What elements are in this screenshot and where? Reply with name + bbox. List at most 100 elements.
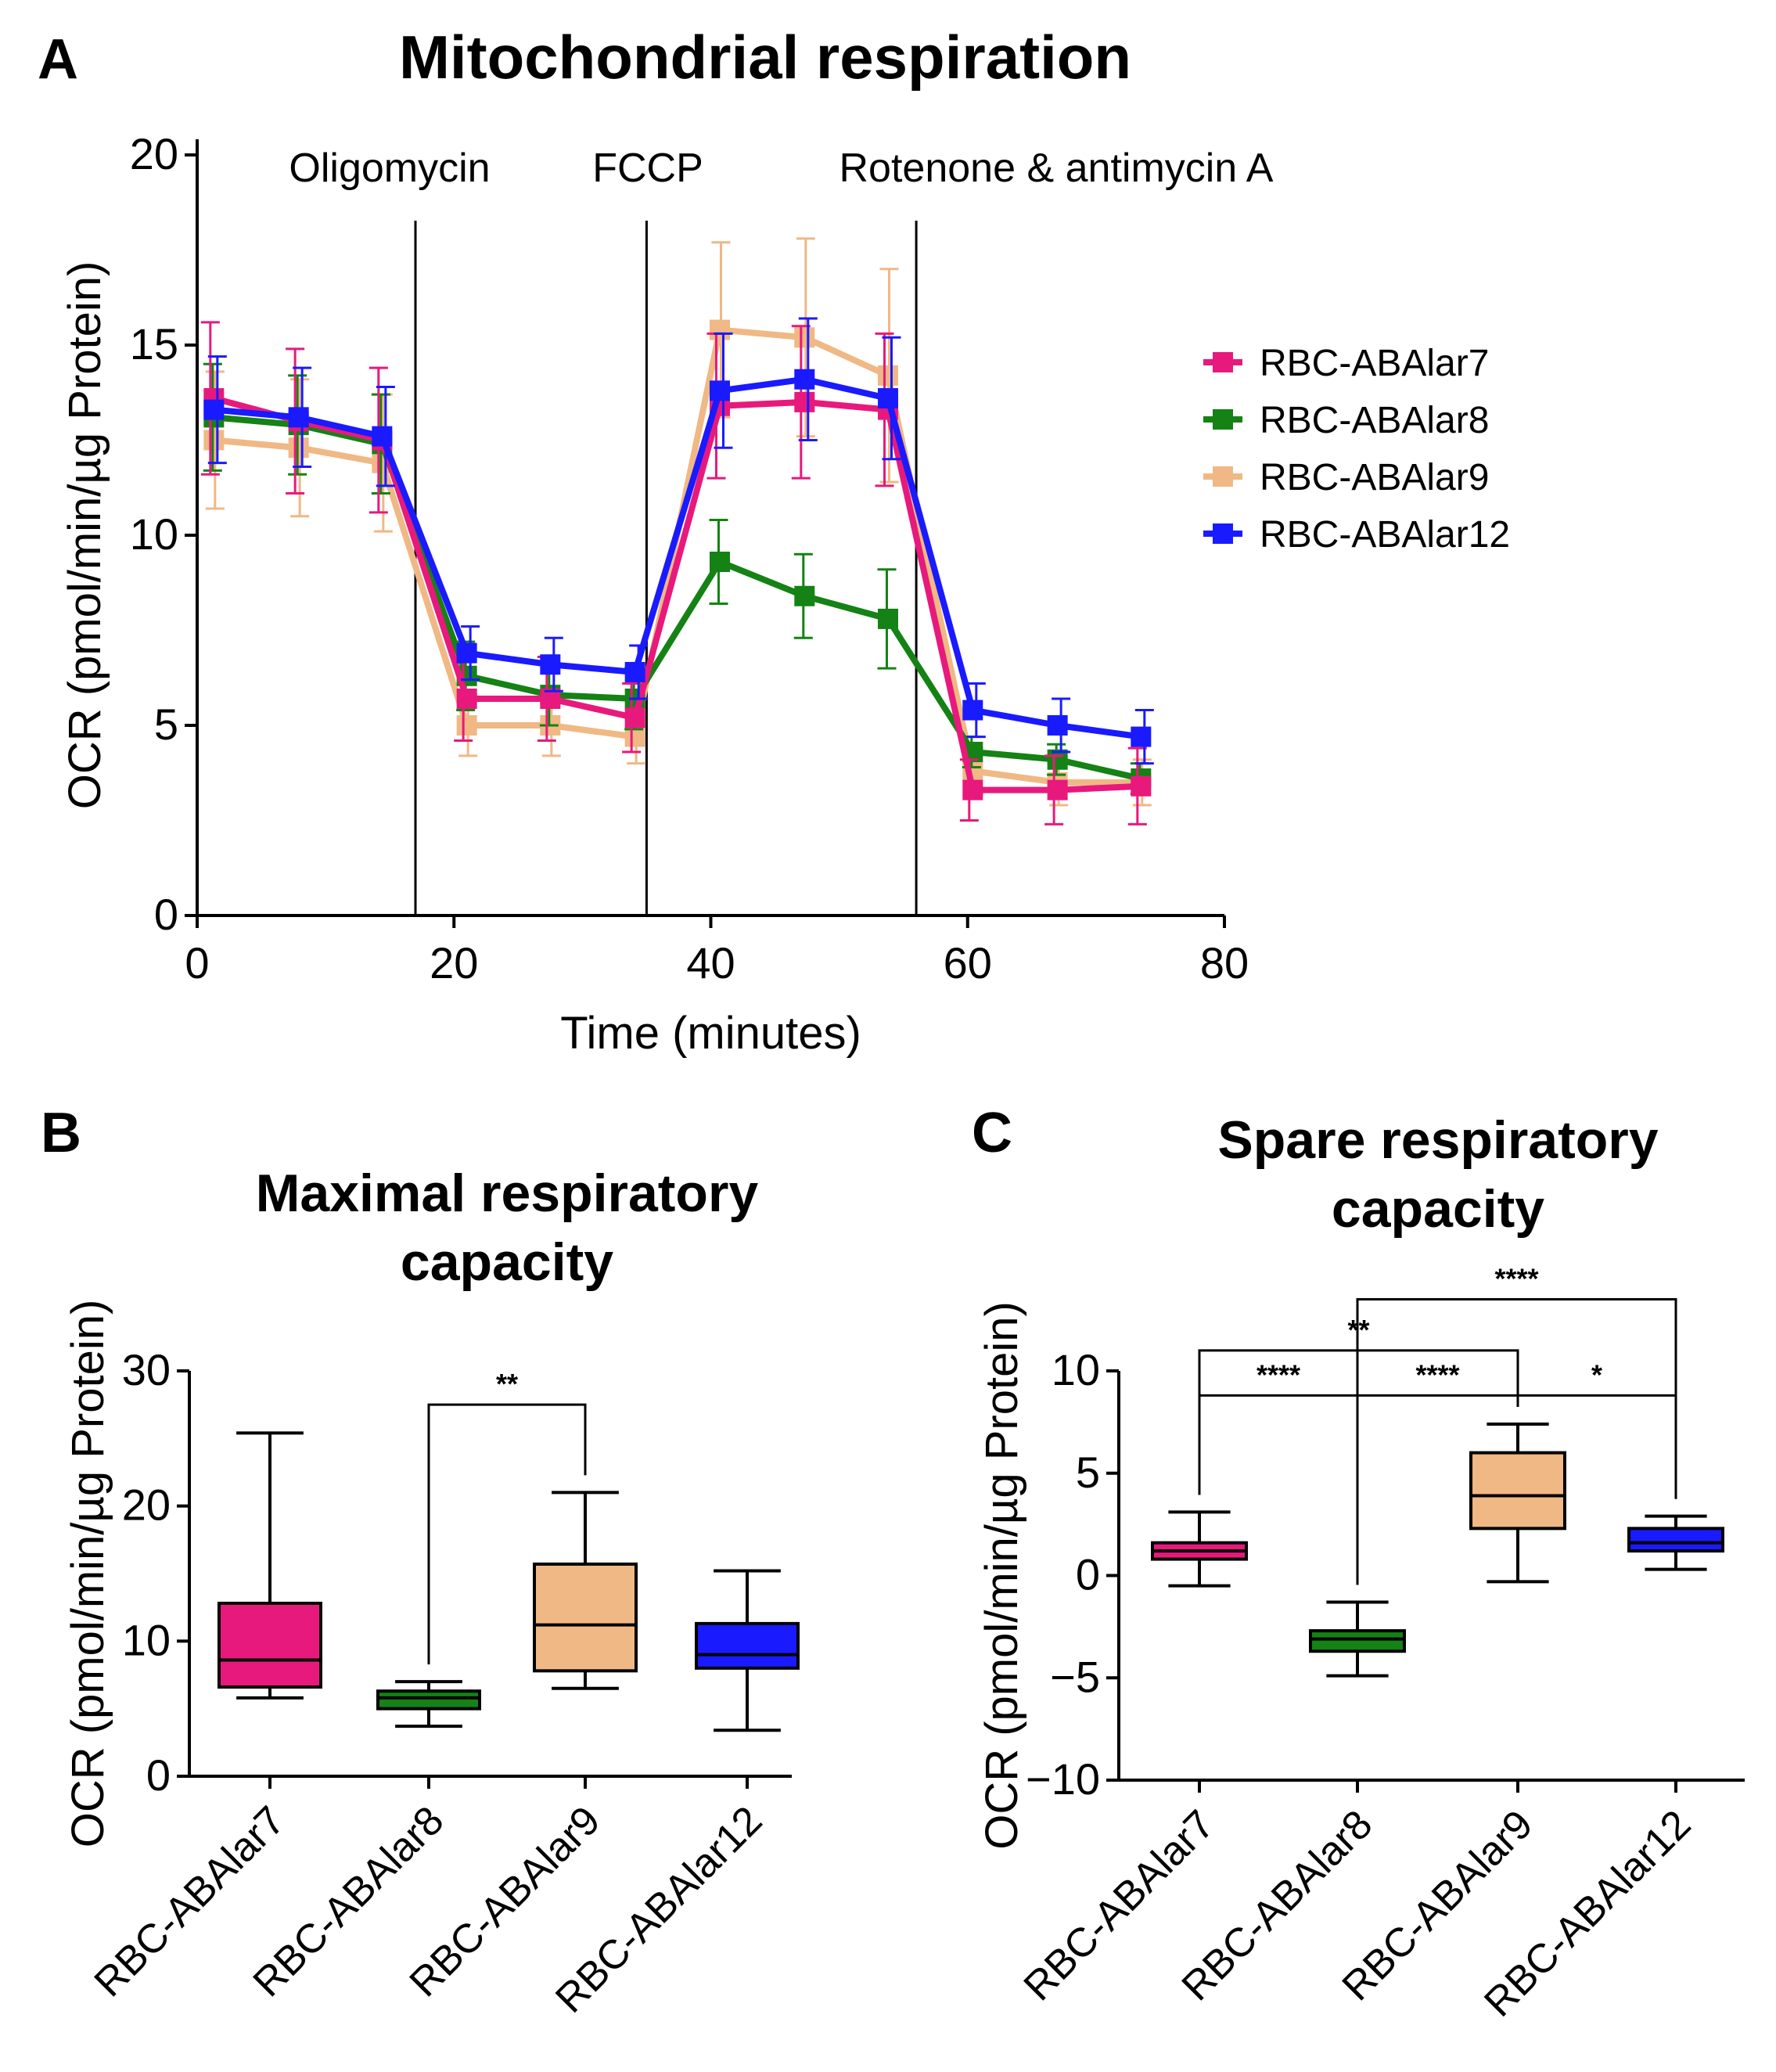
- box-rbc-abalar9: [533, 1491, 638, 1690]
- data-point: [540, 654, 561, 675]
- data-point: [288, 407, 309, 428]
- legend-label: RBC-ABAlar7: [1260, 343, 1489, 384]
- series-line: [213, 414, 1142, 782]
- box-iqr: [1627, 1527, 1724, 1553]
- box-iqr: [1309, 1629, 1406, 1653]
- y-tick-label: 10: [1052, 1345, 1100, 1394]
- legend-label: RBC-ABAlar8: [1260, 400, 1489, 441]
- panel-a: A Mitochondrial respiration 0 5 10 15 20 0 20 40 6…: [38, 23, 1510, 1059]
- y-tick-label-a: 10: [130, 509, 178, 559]
- y-tick-label: 10: [122, 1615, 171, 1664]
- y-tick-label: −5: [1050, 1652, 1100, 1701]
- significance-label: ****: [1257, 1358, 1300, 1390]
- legend-marker: [1213, 466, 1233, 487]
- chart-title-line: capacity: [401, 1232, 613, 1292]
- data-point: [877, 365, 898, 386]
- y-tick-label: 20: [122, 1480, 171, 1530]
- panel-c: C Spare respiratory capacity −10 −5 0 5 10 OCR (…: [972, 1102, 1745, 2026]
- data-point: [1131, 726, 1152, 747]
- y-tick-label-a: 20: [130, 129, 178, 178]
- x-tick-label-a: 60: [944, 938, 992, 987]
- box-rbc-abalar7: [218, 1431, 322, 1700]
- x-axis-title-a: Time (minutes): [560, 1008, 861, 1059]
- y-tick-label: 0: [1076, 1550, 1100, 1599]
- series-line: [213, 395, 1141, 793]
- significance-label: *: [1591, 1358, 1602, 1390]
- data-point: [794, 391, 815, 412]
- treatment-label: Oligomycin: [289, 146, 490, 191]
- significance-bracket: *: [1516, 1358, 1677, 1499]
- series-rbc-abalar7: [200, 321, 1152, 826]
- y-axis-title-a: OCR (pmol/min/µg Protein): [59, 261, 110, 810]
- treatment-label: Rotenone & antimycin A: [839, 146, 1274, 191]
- data-point: [624, 661, 645, 682]
- data-point: [456, 688, 477, 709]
- y-tick-label: 5: [1076, 1448, 1100, 1497]
- data-point: [877, 608, 898, 629]
- bracket-line: [427, 1403, 587, 1665]
- y-tick-label-a: 5: [154, 700, 178, 749]
- y-tick-label-a: 0: [154, 890, 178, 939]
- y-axis-title: OCR (pmol/min/µg Protein): [976, 1301, 1027, 1850]
- y-tick-label: 0: [146, 1750, 171, 1800]
- data-point: [1047, 715, 1068, 736]
- box-rbc-abalar9: [1469, 1422, 1566, 1584]
- x-tick-label-a: 0: [185, 938, 209, 987]
- data-point: [877, 388, 898, 409]
- panel-letter-b: B: [41, 1102, 81, 1164]
- series-rbc-abalar12: [203, 317, 1154, 765]
- box-iqr: [376, 1689, 481, 1710]
- series-line: [213, 376, 1141, 740]
- data-point: [709, 380, 730, 401]
- significance-label: **: [1347, 1314, 1369, 1346]
- significance-label: ****: [1415, 1358, 1459, 1390]
- box-rbc-abalar8: [376, 1680, 481, 1728]
- data-point: [962, 779, 983, 800]
- chart-title-line: Maximal respiratory: [256, 1164, 759, 1223]
- box-iqr: [533, 1562, 638, 1673]
- data-point: [709, 552, 730, 573]
- data-point: [456, 715, 477, 736]
- legend-marker: [1213, 523, 1233, 544]
- y-tick-label: −10: [1026, 1754, 1100, 1804]
- panel-letter-c: C: [972, 1102, 1012, 1164]
- data-point: [372, 426, 393, 447]
- data-point: [794, 327, 815, 348]
- treatment-label: FCCP: [592, 146, 703, 191]
- data-point: [962, 700, 983, 721]
- y-tick-label: 30: [122, 1345, 171, 1394]
- data-point: [794, 585, 815, 606]
- box-rbc-abalar8: [1309, 1600, 1406, 1678]
- data-point: [709, 319, 730, 340]
- panel-letter-a: A: [38, 28, 78, 91]
- data-point: [624, 707, 645, 728]
- box-rbc-abalar7: [1151, 1510, 1248, 1588]
- box-rbc-abalar12: [1627, 1514, 1724, 1571]
- significance-label: ****: [1494, 1262, 1538, 1294]
- data-point: [203, 399, 225, 420]
- y-axis-title: OCR (pmol/min/µg Protein): [63, 1300, 113, 1848]
- data-point: [456, 642, 477, 664]
- chart-title-a: Mitochondrial respiration: [399, 23, 1131, 92]
- chart-title-line: Spare respiratory: [1217, 1110, 1658, 1170]
- data-point: [794, 369, 815, 390]
- bracket-line: [1516, 1394, 1677, 1499]
- y-tick-label-a: 15: [130, 319, 178, 369]
- x-tick-label-a: 40: [686, 938, 735, 987]
- box-iqr: [695, 1621, 800, 1670]
- significance-label: **: [496, 1368, 518, 1400]
- legend-a: RBC-ABAlar7 RBC-ABAlar8 RBC-ABAlar9 RBC-ABA…: [1203, 343, 1510, 556]
- data-point: [1047, 779, 1068, 800]
- chart-title-line: capacity: [1332, 1179, 1544, 1239]
- x-tick-label-a: 20: [430, 938, 478, 987]
- x-tick-label-a: 80: [1200, 938, 1249, 987]
- box-iqr: [1469, 1451, 1566, 1531]
- data-point: [1131, 775, 1152, 797]
- legend-marker: [1213, 409, 1233, 430]
- legend-marker: [1213, 352, 1233, 372]
- legend-label: RBC-ABAlar12: [1260, 514, 1510, 556]
- significance-bracket: **: [427, 1368, 587, 1665]
- box-rbc-abalar12: [695, 1569, 800, 1732]
